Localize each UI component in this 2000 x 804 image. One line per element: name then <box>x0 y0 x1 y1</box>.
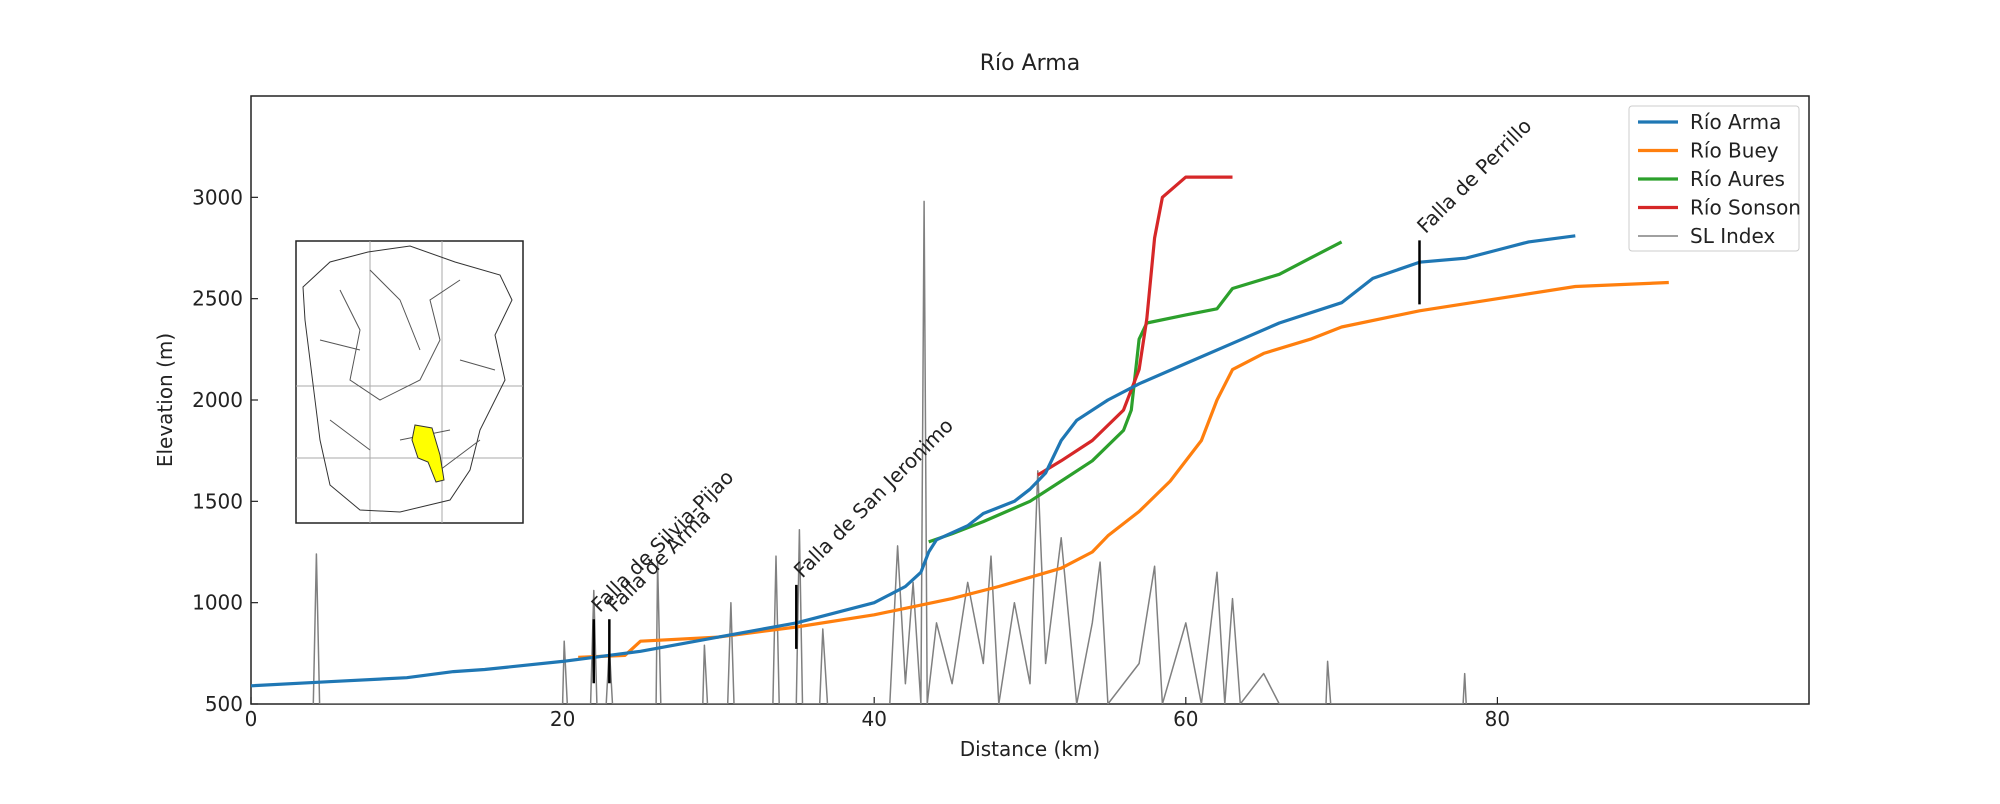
y-tick-label: 3000 <box>192 185 243 209</box>
legend-label: Río Buey <box>1690 139 1779 163</box>
legend-label: Río Sonson <box>1690 196 1801 220</box>
y-tick-label: 2500 <box>192 287 243 311</box>
legend-box <box>1628 105 1800 252</box>
x-tick-label: 0 <box>245 707 258 731</box>
series-line <box>312 200 1467 704</box>
annotation: Falla de San Jeronimo <box>789 413 958 582</box>
x-axis-label: Distance (km) <box>960 737 1100 761</box>
legend-label: Río Aures <box>1690 167 1785 191</box>
y-tick-label: 1500 <box>192 489 243 513</box>
chart-title: Río Arma <box>980 51 1080 76</box>
x-tick-label: 20 <box>550 707 575 731</box>
x-tick-label: 60 <box>1173 707 1198 731</box>
legend-label: SL Index <box>1690 224 1775 248</box>
y-axis-label: Elevation (m) <box>153 333 177 467</box>
plot-area <box>251 175 1669 704</box>
x-tick-label: 40 <box>861 707 886 731</box>
annotation: Falla de Perrillo <box>1412 114 1536 238</box>
series-line <box>251 234 1576 688</box>
series-line <box>928 240 1343 544</box>
legend-label: Río Arma <box>1690 110 1781 134</box>
y-tick-label: 1000 <box>192 591 243 615</box>
series-line <box>1036 175 1233 477</box>
y-tick-label: 2000 <box>192 388 243 412</box>
inset-map <box>295 240 524 524</box>
y-tick-label: 500 <box>205 692 243 716</box>
x-tick-label: 80 <box>1485 707 1510 731</box>
series-line <box>578 280 1669 659</box>
